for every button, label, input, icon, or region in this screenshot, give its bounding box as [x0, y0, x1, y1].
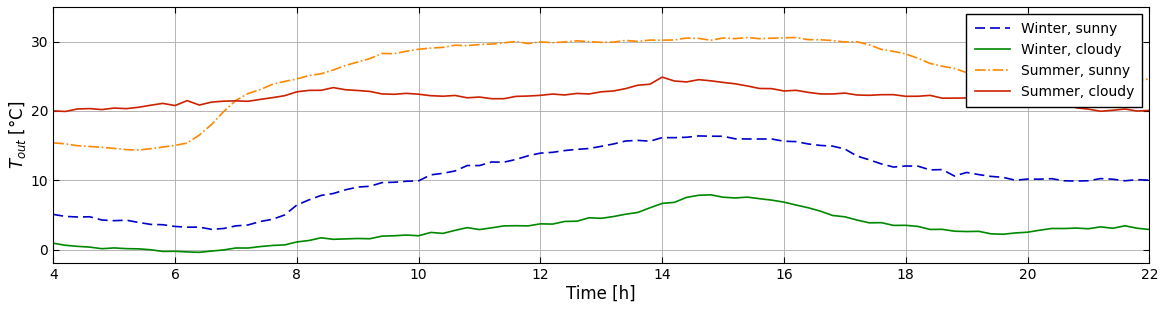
Winter, sunny — [1143, 178, 1157, 182]
Summer, sunny — [996, 73, 1010, 77]
Summer, cloudy — [1130, 109, 1144, 113]
Summer, sunny — [1143, 77, 1157, 81]
Line: Winter, cloudy: Winter, cloudy — [54, 195, 1150, 252]
Winter, sunny — [181, 225, 195, 229]
Legend: Winter, sunny, Winter, cloudy, Summer, sunny, Summer, cloudy: Winter, sunny, Winter, cloudy, Summer, s… — [967, 14, 1143, 107]
Winter, sunny — [339, 188, 353, 192]
Summer, sunny — [47, 141, 61, 145]
Summer, cloudy — [704, 79, 718, 83]
Winter, cloudy — [692, 193, 706, 197]
Winter, sunny — [996, 175, 1010, 179]
Winter, cloudy — [181, 250, 195, 254]
Winter, cloudy — [192, 250, 206, 254]
Summer, cloudy — [58, 110, 72, 113]
Summer, cloudy — [1143, 108, 1157, 112]
Winter, cloudy — [1130, 226, 1144, 230]
Line: Summer, sunny: Summer, sunny — [54, 38, 1150, 150]
Winter, sunny — [1130, 178, 1144, 182]
Y-axis label: $T_{out}$ [°C]: $T_{out}$ [°C] — [7, 101, 28, 170]
Winter, cloudy — [996, 232, 1010, 236]
Summer, cloudy — [655, 75, 669, 79]
Summer, sunny — [789, 36, 803, 39]
X-axis label: Time [h]: Time [h] — [566, 285, 636, 303]
Summer, cloudy — [192, 103, 206, 107]
Summer, cloudy — [339, 88, 353, 91]
Winter, sunny — [704, 134, 718, 138]
Winter, sunny — [205, 228, 219, 231]
Line: Winter, sunny: Winter, sunny — [54, 136, 1150, 229]
Summer, cloudy — [315, 88, 329, 92]
Summer, sunny — [1130, 79, 1144, 82]
Winter, cloudy — [315, 236, 329, 240]
Summer, cloudy — [47, 109, 61, 113]
Winter, cloudy — [704, 193, 718, 197]
Summer, sunny — [339, 64, 353, 67]
Winter, sunny — [315, 193, 329, 197]
Summer, sunny — [192, 133, 206, 137]
Summer, cloudy — [996, 93, 1010, 97]
Winter, cloudy — [47, 241, 61, 245]
Line: Summer, cloudy: Summer, cloudy — [54, 77, 1150, 112]
Summer, sunny — [692, 37, 706, 40]
Summer, sunny — [315, 72, 329, 76]
Winter, sunny — [692, 134, 706, 138]
Summer, sunny — [132, 148, 146, 152]
Winter, cloudy — [339, 237, 353, 241]
Winter, sunny — [47, 213, 61, 216]
Winter, cloudy — [1143, 228, 1157, 231]
